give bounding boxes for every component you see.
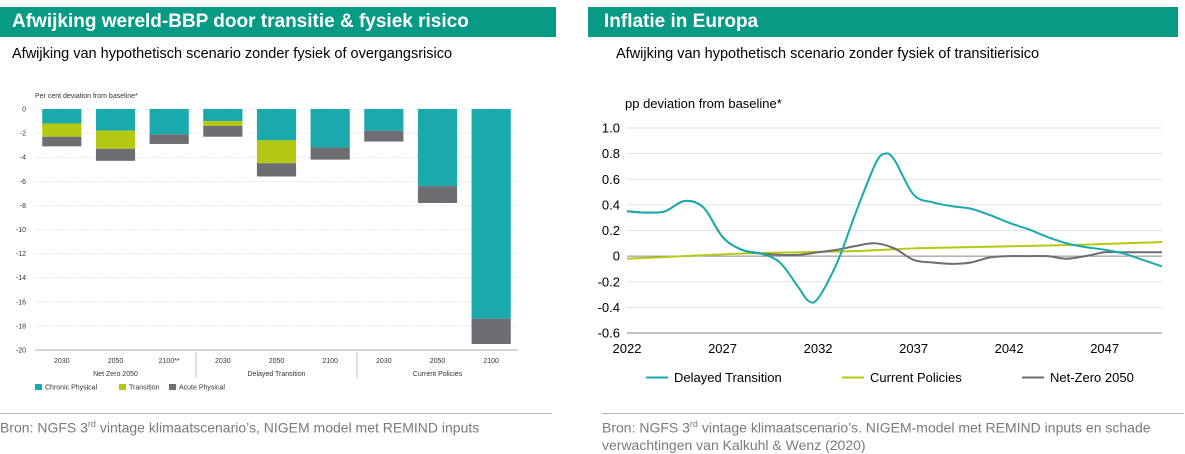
bar-segment-transition [203,121,243,126]
bar-segment-chronic-physical [149,109,189,135]
x-tick-label: 2027 [708,341,737,356]
x-tick-label: 2050 [108,358,124,365]
bar-segment-chronic-physical [364,109,404,131]
x-tick-label: 2032 [804,341,833,356]
right-title: Inflatie in Europa [588,7,1178,37]
right-source: Bron: NGFS 3rd vintage klimaatscenario’s… [602,413,1184,454]
legend-label: Acute Physical [179,385,225,392]
y-tick-label: -8 [20,203,26,210]
bar-segment-acute-physical [364,130,404,142]
bar-segment-transition [95,130,136,149]
bar-segment-acute-physical [417,186,458,203]
bar-segment-chronic-physical [203,109,243,122]
bar-segment-acute-physical [310,147,350,160]
y-tick-label: -0.2 [598,274,620,289]
legend-label: Chronic Physical [45,385,98,392]
y-tick-label: 0.6 [602,172,620,187]
x-tick-label: 2030 [54,358,70,365]
x-tick-label: 2030 [215,358,231,365]
y-tick-label: -20 [16,348,26,355]
x-tick-label: 2100** [159,358,180,365]
bar-segment-chronic-physical [417,109,458,187]
x-tick-label: 2042 [995,341,1024,356]
y-tick-label: -16 [16,299,26,306]
x-tick-label: 2050 [269,358,285,365]
group-label: Delayed Transition [248,371,306,378]
bar-segment-acute-physical [149,134,189,144]
left-panel: Afwijking wereld-BBP door transitie & fy… [0,0,575,454]
legend-label: Transition [129,385,160,392]
series-line-delayed-transition [626,152,1163,304]
y-tick-label: -0.4 [598,300,620,315]
y-axis-label: Per cent deviation from baseline* [35,93,138,100]
x-tick-label: 2022 [613,341,642,356]
right-subtitle: Afwijking van hypothetisch scenario zond… [616,46,1040,62]
x-tick-label: 2050 [430,358,446,365]
y-tick-label: -0.6 [598,326,620,341]
legend-label: Current Policies [870,370,962,385]
right-panel: Inflatie in Europa Afwijking van hypothe… [588,0,1185,454]
left-subtitle: Afwijking van hypothetisch scenario zond… [12,46,453,62]
group-label: Net Zero 2050 [93,371,138,378]
y-tick-label: 1.0 [602,121,620,136]
bar-chart: Per cent deviation from baseline* 0 -2 -4 -6… [16,93,518,392]
y-axis-label: pp deviation from baseline* [625,96,782,111]
line-chart: pp deviation from baseline* 1.0 0.8 0.6 0.4 0… [598,96,1163,385]
legend-swatch [169,384,176,390]
bar-segment-acute-physical [471,318,511,344]
x-tick-label: 2100 [322,358,338,365]
bar-segment-acute-physical [95,148,136,161]
x-tick-label: 2100 [483,358,499,365]
bar-segment-acute-physical [42,136,82,147]
left-title: Afwijking wereld-BBP door transitie & fy… [0,7,556,37]
bar-segment-transition [42,123,82,137]
group-label: Current Policies [413,371,463,378]
y-tick-label: 0 [613,249,620,264]
y-tick-label: -6 [20,179,26,186]
x-tick-label: 2047 [1090,341,1119,356]
bar-segment-acute-physical [203,125,243,137]
y-tick-label: -10 [16,227,26,234]
y-tick-label: -14 [16,275,26,282]
bar-segment-chronic-physical [471,109,511,319]
y-tick-label: -2 [20,131,26,138]
x-tick-label: 2030 [376,358,392,365]
legend-swatch [35,384,42,390]
y-tick-label: -12 [16,251,26,258]
bar-segment-acute-physical [256,163,297,177]
x-tick-label: 2037 [899,341,928,356]
bar-segment-chronic-physical [95,109,136,131]
bar-segment-transition [256,140,297,164]
y-tick-label: 0.4 [602,197,620,212]
y-tick-label: 0.8 [602,146,620,161]
y-tick-label: 0 [22,107,26,114]
left-source: Bron: NGFS 3rd vintage klimaatscenario’s… [0,413,552,437]
bar-segment-chronic-physical [256,109,297,141]
y-tick-label: -18 [16,323,26,330]
series-line-current-policies [626,241,1163,260]
bar-segment-chronic-physical [310,109,350,148]
legend-label: Delayed Transition [674,370,782,385]
bar-segment-chronic-physical [42,109,82,124]
legend-swatch [119,384,126,390]
y-tick-label: 0.2 [602,223,620,238]
legend-label: Net-Zero 2050 [1050,370,1134,385]
y-tick-label: -4 [20,155,26,162]
